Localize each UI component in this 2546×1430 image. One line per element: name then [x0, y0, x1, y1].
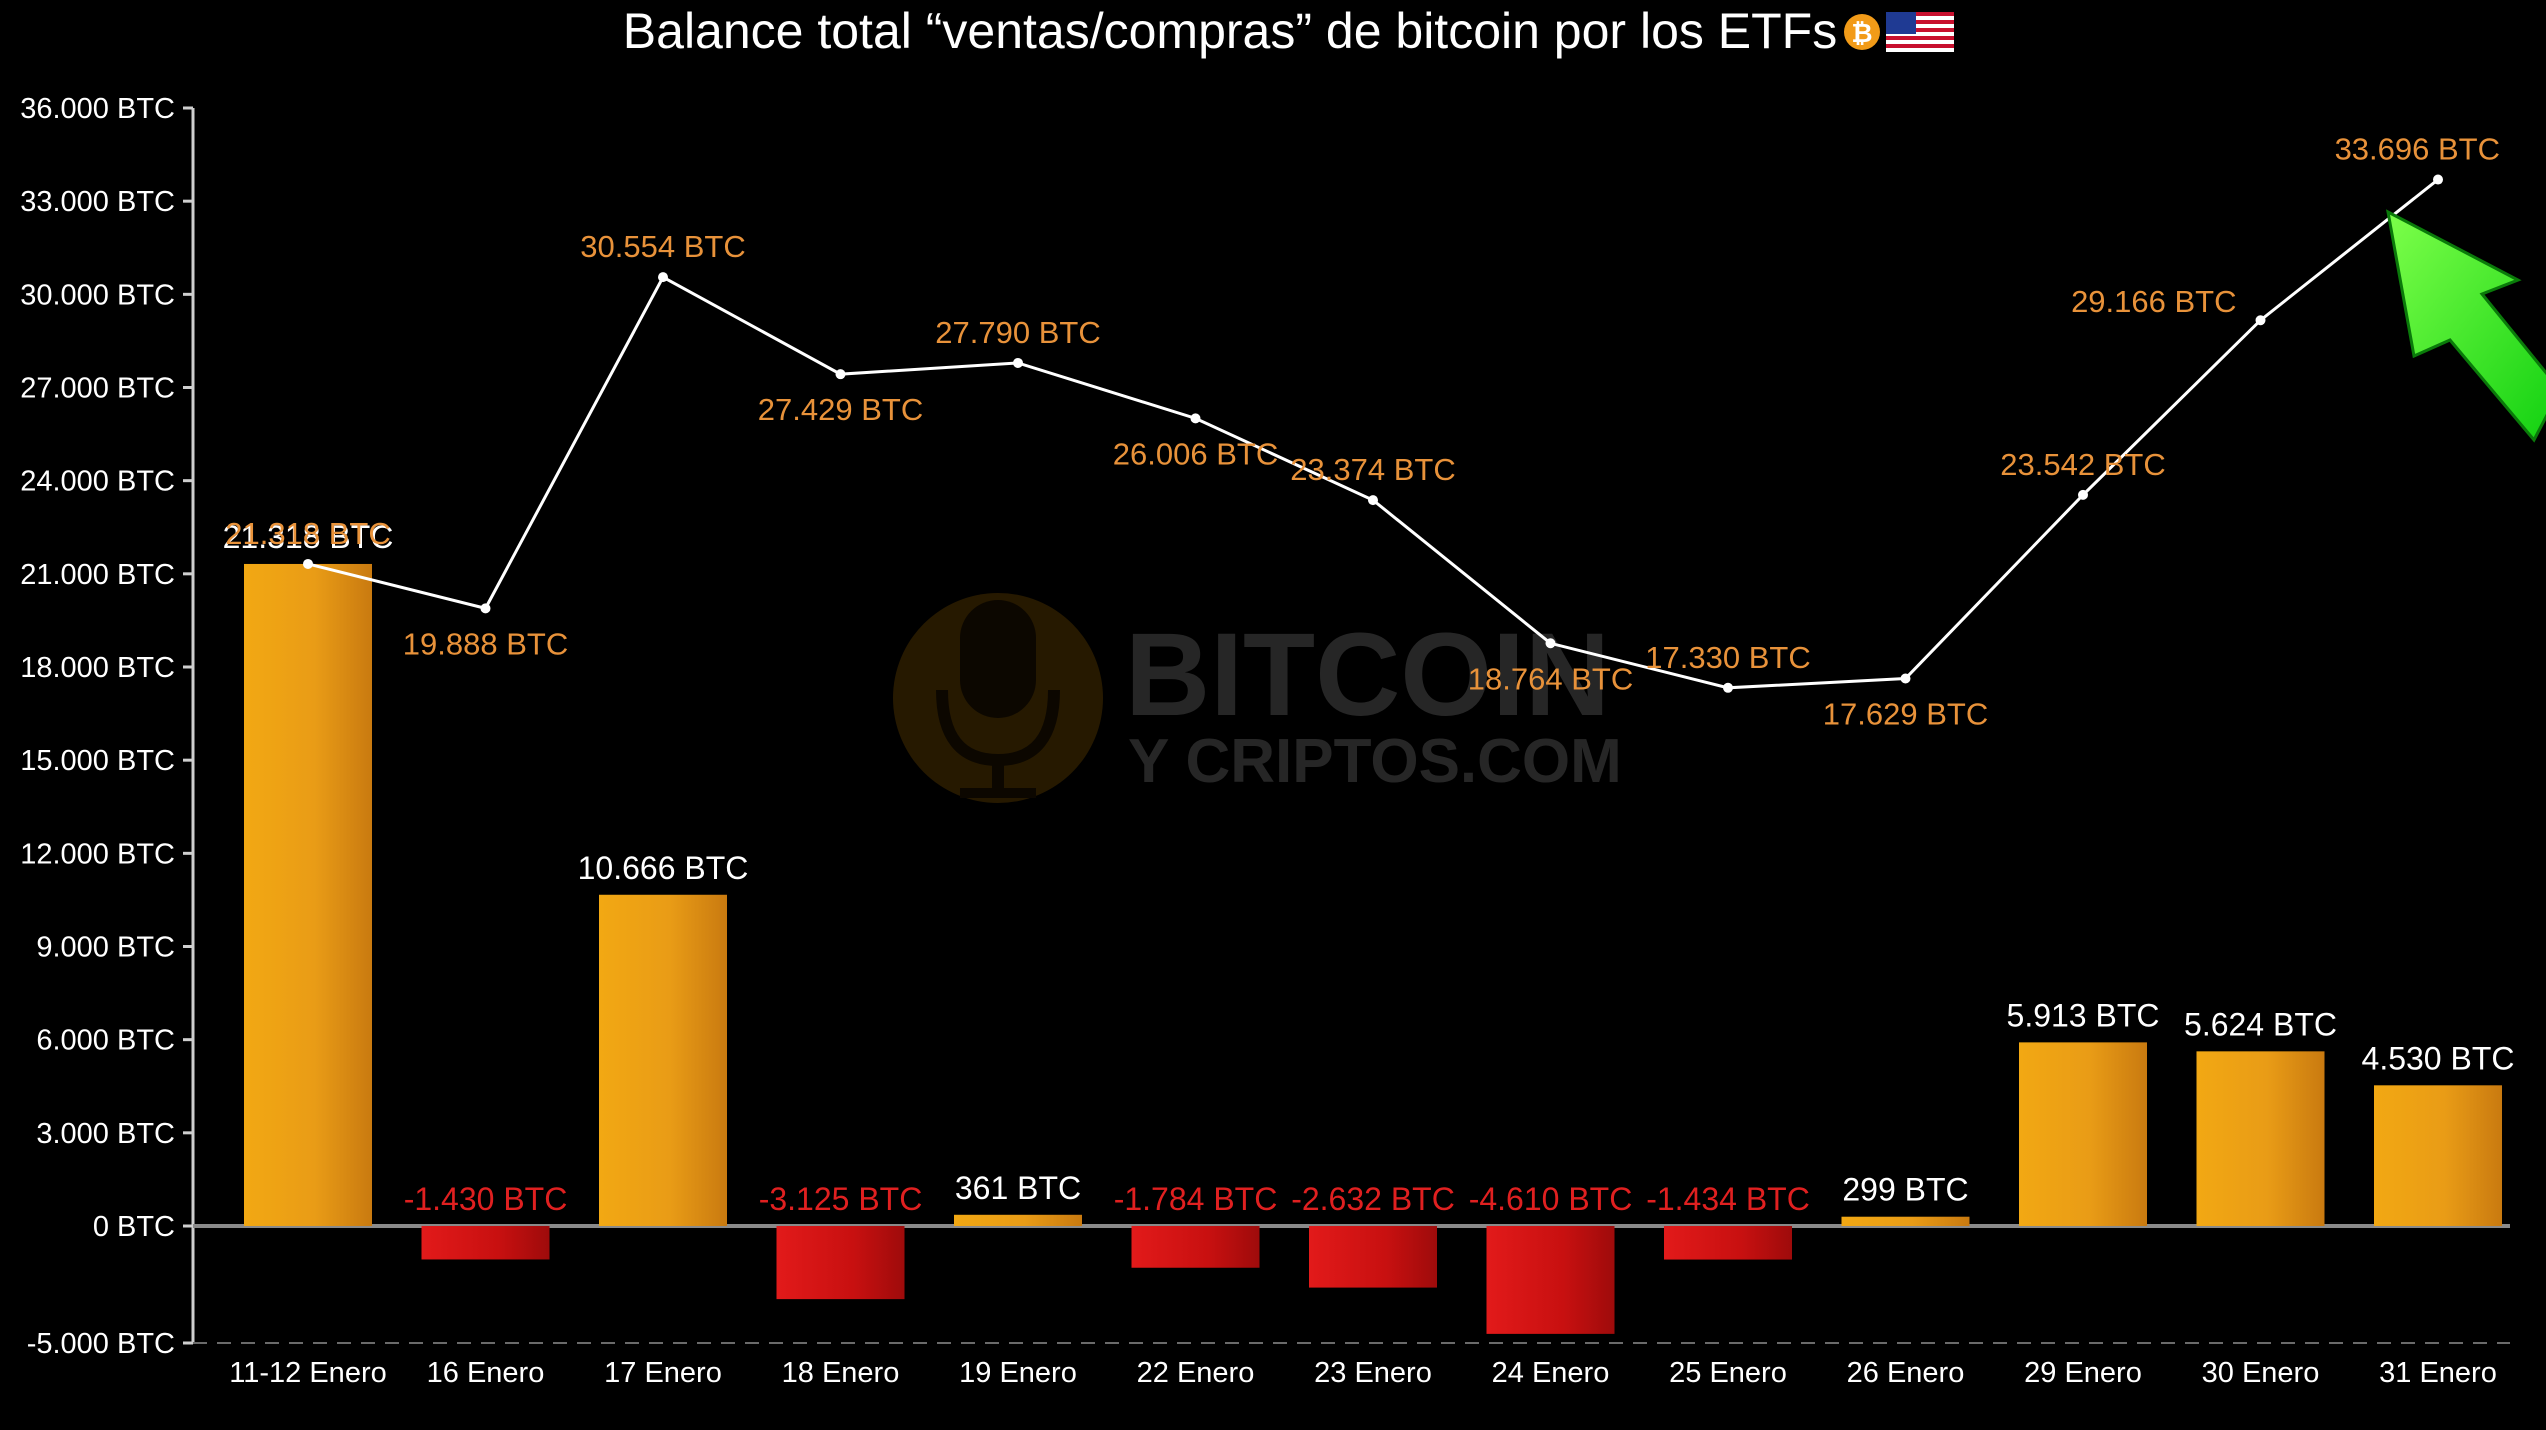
- x-tick-label: 26 Enero: [1847, 1357, 1965, 1389]
- bar-25-enero: [1664, 1226, 1792, 1260]
- bar-26-enero: [1841, 1216, 1970, 1226]
- x-tick-label: 30 Enero: [2202, 1357, 2320, 1389]
- y-tick-label: 3.000 BTC: [36, 1118, 175, 1150]
- line-value-label: 29.166 BTC: [2071, 284, 2236, 319]
- bar-value-labels: 21.318 BTC -1.430 BTC 10.666 BTC -3.125 BTC…: [223, 519, 2515, 1217]
- y-tick-label: 30.000 BTC: [20, 279, 175, 311]
- line-value-label: 17.330 BTC: [1645, 640, 1810, 675]
- line-point: [1900, 673, 1911, 684]
- bar-23-enero: [1309, 1226, 1437, 1288]
- x-tick-label: 18 Enero: [782, 1357, 900, 1389]
- bar-16-enero: [421, 1226, 550, 1260]
- bar-value-label: 299 BTC: [1842, 1172, 1968, 1208]
- bar-value-label: 5.913 BTC: [2007, 997, 2160, 1033]
- x-tick-label: 24 Enero: [1492, 1357, 1610, 1389]
- bar-31-enero: [2374, 1085, 2502, 1226]
- bar-22-enero: [1131, 1226, 1260, 1268]
- y-tick-label: 6.000 BTC: [36, 1025, 175, 1057]
- line-point: [2255, 315, 2266, 326]
- watermark-line1: BITCOIN: [1125, 609, 1610, 741]
- bar-value-label: 10.666 BTC: [578, 850, 749, 886]
- line-value-label: 30.554 BTC: [580, 229, 745, 264]
- line-point: [1190, 413, 1201, 424]
- bar-18-enero: [776, 1226, 905, 1300]
- bitcoin-microphone-icon: [893, 593, 1103, 803]
- bar-value-label: 4.530 BTC: [2362, 1040, 2515, 1076]
- y-tick-label: 24.000 BTC: [20, 466, 175, 498]
- bar-value-label: -1.784 BTC: [1114, 1181, 1278, 1217]
- x-tick-label: 25 Enero: [1669, 1357, 1787, 1389]
- y-tick-label: 33.000 BTC: [20, 186, 175, 218]
- x-tick-label: 31 Enero: [2379, 1357, 2497, 1389]
- y-tick-label: 12.000 BTC: [20, 838, 175, 870]
- y-tick-label: 36.000 BTC: [20, 93, 175, 125]
- green-arrow-annotation: [2385, 209, 2546, 443]
- watermark: BITCOIN Y CRIPTOS.COM: [893, 593, 1622, 803]
- line-point: [1368, 495, 1378, 506]
- bar-value-label: -1.434 BTC: [1646, 1181, 1810, 1217]
- svg-text:₿: ₿: [1851, 18, 1872, 48]
- line-value-label: 19.888 BTC: [403, 626, 568, 661]
- y-tick-label: 9.000 BTC: [36, 932, 175, 964]
- x-tick-label: 19 Enero: [959, 1357, 1077, 1389]
- x-tick-label: 11-12 Enero: [229, 1357, 386, 1389]
- chart-title: Balance total “ventas/compras” de bitcoi…: [623, 3, 1837, 59]
- bar-29-enero: [2019, 1042, 2147, 1226]
- line-point: [480, 603, 491, 614]
- x-axis-category-labels: 11-12 Enero 16 Enero 17 Enero 18 Enero 19 En…: [229, 1357, 2497, 1389]
- line-value-label: 21.318 BTC: [225, 516, 390, 551]
- y-tick-label: 27.000 BTC: [20, 373, 175, 405]
- line-value-labels: 21.318 BTC 19.888 BTC 30.554 BTC 27.429 BTC…: [225, 132, 2500, 732]
- watermark-line2: Y CRIPTOS.COM: [1128, 727, 1622, 796]
- line-point: [835, 369, 846, 380]
- bar-value-label: -4.610 BTC: [1469, 1181, 1633, 1217]
- line-point: [2078, 489, 2088, 500]
- bar-17-enero: [599, 894, 727, 1226]
- y-tick-label: 18.000 BTC: [20, 652, 175, 684]
- bar-value-label: -2.632 BTC: [1291, 1181, 1455, 1217]
- line-point: [658, 272, 668, 283]
- line-point: [1013, 357, 1023, 368]
- line-value-label: 33.696 BTC: [2335, 132, 2500, 167]
- line-value-label: 23.542 BTC: [2000, 447, 2165, 482]
- y-tick-label: -5.000 BTC: [27, 1328, 175, 1360]
- bitcoin-coin-icon: ₿: [1844, 14, 1880, 50]
- x-tick-label: 17 Enero: [604, 1357, 722, 1389]
- bar-value-label: -3.125 BTC: [759, 1181, 923, 1217]
- line-value-label: 17.629 BTC: [1823, 697, 1988, 732]
- line-value-label: 27.429 BTC: [758, 392, 923, 427]
- line-point: [2433, 174, 2443, 185]
- us-flag-icon: [1886, 12, 1954, 52]
- line-value-label: 26.006 BTC: [1113, 436, 1278, 471]
- line-value-label: 23.374 BTC: [1290, 452, 1455, 487]
- line-point: [1723, 682, 1733, 693]
- x-tick-label: 23 Enero: [1314, 1357, 1432, 1389]
- line-series: [303, 174, 2443, 693]
- x-tick-label: 29 Enero: [2024, 1357, 2142, 1389]
- bar-value-label: 21.318 BTC: [223, 519, 394, 555]
- line-point: [1545, 638, 1556, 649]
- bar-value-label: 5.624 BTC: [2184, 1006, 2337, 1042]
- x-tick-label: 22 Enero: [1137, 1357, 1255, 1389]
- bar-24-enero: [1486, 1226, 1615, 1334]
- y-tick-label: 0 BTC: [93, 1211, 175, 1243]
- line-value-label: 27.790 BTC: [935, 315, 1100, 350]
- line-value-label: 18.764 BTC: [1468, 661, 1633, 696]
- x-tick-label: 16 Enero: [427, 1357, 545, 1389]
- bar-value-label: -1.430 BTC: [404, 1181, 568, 1217]
- bar-series: [244, 563, 2502, 1334]
- bar-value-label: 361 BTC: [955, 1170, 1081, 1206]
- y-axis-ticks: 36.000 BTC 33.000 BTC 30.000 BTC 27.000 BTC…: [20, 93, 193, 1360]
- line-point: [303, 558, 313, 569]
- y-tick-label: 15.000 BTC: [20, 745, 175, 777]
- bar-30-enero: [2196, 1051, 2325, 1226]
- bar-19-enero: [954, 1214, 1082, 1226]
- bar-11-12-enero: [244, 563, 372, 1226]
- y-tick-label: 21.000 BTC: [20, 559, 175, 591]
